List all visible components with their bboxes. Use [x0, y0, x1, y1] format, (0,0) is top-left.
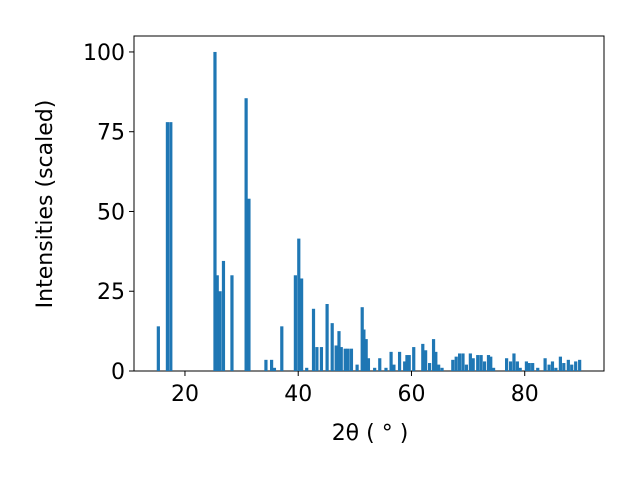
bar [562, 363, 566, 371]
bar [434, 351, 438, 371]
bar [156, 326, 160, 371]
y-axis-label: Intensities (scaled) [33, 100, 58, 309]
bar [464, 364, 468, 371]
bar [218, 291, 222, 371]
bar [486, 355, 491, 371]
y-tick-label: 100 [83, 41, 125, 66]
bar [440, 367, 444, 371]
bar [451, 359, 455, 371]
bar [558, 356, 562, 371]
bar [515, 361, 519, 371]
bar [531, 363, 535, 371]
bar [389, 351, 393, 371]
bar [570, 364, 574, 371]
bar [505, 358, 509, 371]
bar [482, 361, 487, 371]
y-tick-label: 25 [97, 280, 125, 305]
bar [392, 364, 396, 371]
bar [280, 326, 284, 371]
bar [325, 304, 329, 371]
bar [471, 358, 475, 371]
bar [550, 361, 555, 371]
bar [566, 359, 570, 371]
y-tick-label: 75 [97, 121, 125, 146]
bar [378, 358, 382, 371]
bar [272, 367, 277, 371]
bar [476, 355, 480, 371]
bar [437, 364, 441, 371]
bar [373, 367, 377, 371]
bar [536, 367, 540, 371]
bar [384, 367, 388, 371]
bar [349, 348, 354, 371]
bar [461, 353, 465, 371]
bar [479, 355, 483, 371]
bar [412, 347, 416, 371]
bar [403, 361, 407, 371]
bar [315, 347, 319, 371]
bar [424, 350, 428, 371]
bar [491, 367, 496, 371]
bar [489, 356, 493, 371]
bar [300, 278, 304, 371]
bar [431, 339, 436, 371]
bar [364, 339, 368, 371]
x-axis-label: 2θ ( ° ) [332, 421, 409, 446]
x-tick-label: 40 [284, 382, 312, 407]
bar [554, 367, 558, 371]
bar [362, 329, 366, 371]
bar [215, 275, 219, 371]
bar [397, 351, 402, 371]
bar [244, 98, 248, 371]
bar [508, 361, 513, 371]
bar [578, 359, 582, 371]
bar [339, 347, 343, 371]
bar [330, 323, 334, 371]
bar [421, 343, 425, 371]
bar [221, 260, 226, 371]
x-tick-label: 80 [511, 382, 539, 407]
bar [427, 363, 432, 371]
bar [319, 347, 324, 371]
bar [346, 348, 350, 371]
bar [169, 122, 173, 372]
x-tick-label: 20 [171, 382, 199, 407]
bar [574, 361, 578, 371]
plot-frame [133, 35, 605, 372]
bar [247, 198, 251, 371]
bar [458, 353, 462, 371]
bar [334, 345, 338, 371]
bar [360, 307, 364, 371]
bar [543, 358, 547, 371]
x-tick-label: 60 [397, 382, 425, 407]
bar [305, 367, 309, 371]
bar [468, 353, 472, 371]
bar [311, 308, 316, 371]
bar [518, 367, 522, 371]
bar [213, 51, 217, 371]
bar [230, 275, 234, 371]
bar [297, 238, 301, 371]
bar [524, 361, 529, 371]
bar [293, 275, 297, 371]
bar [527, 363, 531, 371]
bar [337, 331, 341, 371]
bar [512, 353, 516, 371]
bar [343, 348, 347, 371]
bar [264, 359, 268, 371]
bar [355, 364, 359, 371]
bar [407, 355, 411, 371]
y-tick-label: 50 [97, 200, 125, 225]
y-tick-label: 0 [111, 360, 125, 385]
bar [366, 358, 371, 371]
bar [405, 355, 409, 371]
bar [454, 356, 458, 371]
bar [165, 122, 170, 372]
bar [547, 364, 551, 371]
bar [270, 359, 274, 371]
